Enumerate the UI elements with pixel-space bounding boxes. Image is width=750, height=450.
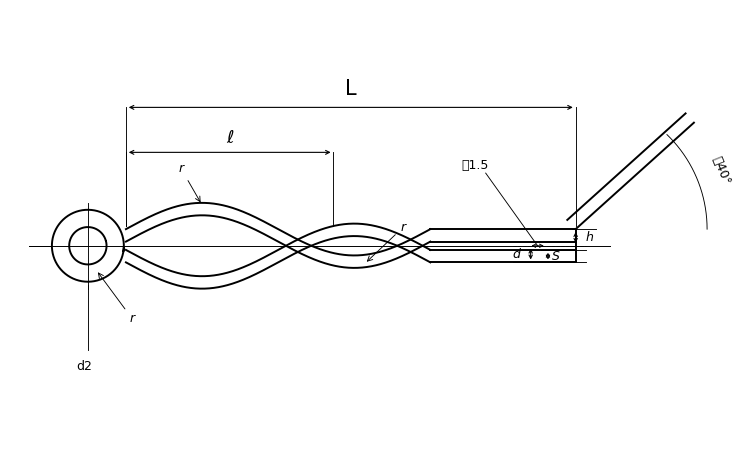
Text: d2: d2 (76, 360, 92, 373)
Text: S: S (551, 250, 560, 263)
Text: r: r (178, 162, 200, 202)
Text: 絀40°: 絀40° (710, 155, 733, 187)
Text: ℓ: ℓ (226, 129, 233, 147)
Text: d: d (512, 248, 520, 261)
Text: r: r (368, 221, 405, 261)
Text: h: h (586, 231, 594, 244)
Text: L: L (345, 79, 356, 99)
Text: 約1.5: 約1.5 (461, 159, 489, 172)
Text: r: r (98, 273, 134, 325)
